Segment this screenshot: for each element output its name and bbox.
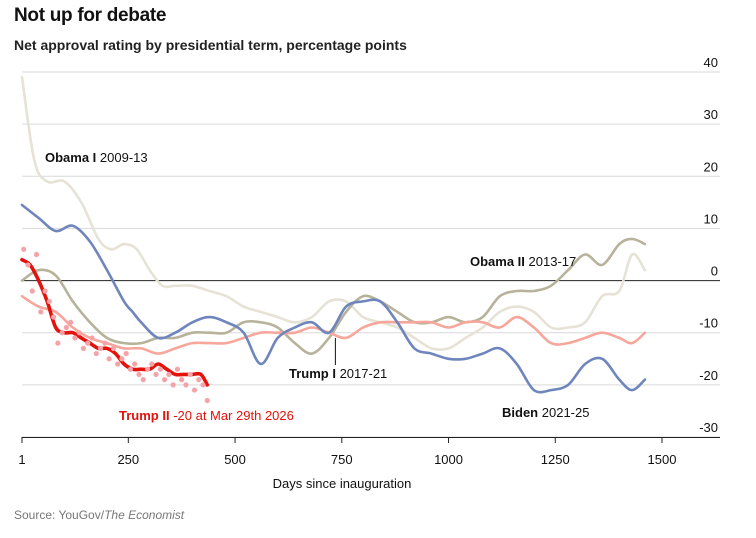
y-axis: 40 30 20 10 0 -10 -20 -30 xyxy=(699,55,718,435)
trump2-poll-dot xyxy=(166,371,172,378)
label-trump1: Trump I 2017-21 xyxy=(289,366,387,381)
label-trump1-years: 2017-21 xyxy=(340,366,388,381)
trump2-poll-dot xyxy=(50,314,57,320)
label-trump2-value: -20 at Mar 29th 2026 xyxy=(173,408,294,423)
trump2-poll-dot xyxy=(187,371,193,378)
trump2-poll-dot xyxy=(29,288,35,294)
chart-title: Not up for debate xyxy=(14,5,167,26)
trump2-poll-dot xyxy=(55,340,61,346)
trump2-poll-dot xyxy=(38,309,44,315)
trump2-poll-dot xyxy=(127,366,134,372)
series-line-obama1 xyxy=(20,75,647,351)
label-obama2-name: Obama II xyxy=(470,254,525,269)
trump2-poll-dot xyxy=(119,356,125,362)
trump2-poll-dot xyxy=(89,335,95,341)
series-layer xyxy=(20,75,647,394)
trump2-poll-dots xyxy=(21,246,210,404)
trump2-poll-dot xyxy=(115,361,121,367)
label-obama1: Obama I 2009-13 xyxy=(45,150,148,165)
label-biden-years: 2021-25 xyxy=(542,405,590,420)
x-tick-label: 750 xyxy=(331,452,353,467)
trump2-poll-dot xyxy=(174,366,181,372)
trump2-poll-dot xyxy=(68,319,74,325)
trump2-poll-dot xyxy=(204,397,210,404)
y-tick-label: -30 xyxy=(699,420,718,435)
source-prefix: Source: YouGov/ xyxy=(14,508,105,522)
series-line-obama2 xyxy=(20,237,647,355)
y-tick-label: -10 xyxy=(699,316,718,331)
label-obama1-name: Obama I xyxy=(45,150,96,165)
series-line-trump1 xyxy=(20,294,647,355)
x-tick-label: 1 xyxy=(18,452,25,467)
trump2-poll-dot xyxy=(153,371,159,378)
trump2-poll-dot xyxy=(93,350,99,357)
trump2-poll-dot xyxy=(85,340,91,346)
label-obama2-years: 2013-17 xyxy=(529,254,577,269)
trump2-poll-dot xyxy=(72,335,78,341)
trump2-poll-dot xyxy=(42,288,48,294)
trump2-poll-dot xyxy=(196,377,202,383)
trump2-poll-dot xyxy=(106,356,112,362)
series-line-biden xyxy=(20,203,647,394)
y-tick-label: 40 xyxy=(704,55,718,70)
y-tick-label: 30 xyxy=(704,107,718,122)
label-trump2-name: Trump II xyxy=(119,408,170,423)
trump2-poll-dot xyxy=(170,382,176,388)
trump2-poll-dot xyxy=(46,298,52,305)
x-tick-label: 1250 xyxy=(541,452,570,467)
grid-lines xyxy=(22,71,720,438)
trump2-poll-dot xyxy=(132,361,138,367)
trump2-poll-dot xyxy=(110,345,116,351)
trump2-poll-dot xyxy=(63,324,70,331)
y-tick-label: 10 xyxy=(704,211,718,226)
trump2-poll-dot xyxy=(33,251,40,258)
trump2-poll-dot xyxy=(144,366,151,372)
trump2-poll-dot xyxy=(80,345,87,351)
series-labels: Obama I 2009-13 Obama II 2013-17 Trump I… xyxy=(45,150,589,423)
trump2-poll-dot xyxy=(59,330,65,336)
trump2-poll-dot xyxy=(191,387,198,393)
trump2-poll-dot xyxy=(21,246,27,252)
trump2-poll-dot xyxy=(157,366,163,372)
y-tick-label: -20 xyxy=(699,368,718,383)
x-axis-label: Days since inauguration xyxy=(273,476,412,491)
trump2-poll-dot xyxy=(140,377,146,383)
x-tick-label: 1500 xyxy=(648,452,677,467)
trump2-poll-dot xyxy=(136,371,142,378)
trump2-poll-dot xyxy=(179,377,185,383)
x-tick-label: 500 xyxy=(224,452,246,467)
x-tick-label: 250 xyxy=(117,452,139,467)
y-tick-label: 20 xyxy=(704,159,718,174)
trump2-poll-dot xyxy=(25,262,31,268)
x-axis: 1 250 500 750 1000 1250 1500 xyxy=(18,437,720,467)
label-trump2: Trump II -20 at Mar 29th 2026 xyxy=(119,408,294,423)
trump2-poll-dot xyxy=(123,350,129,357)
chart-subtitle: Net approval rating by presidential term… xyxy=(14,37,407,53)
trump2-poll-dot xyxy=(183,382,189,388)
trump2-poll-dot xyxy=(76,330,82,336)
source-note: Source: YouGov/The Economist xyxy=(14,508,184,522)
label-biden: Biden 2021-25 xyxy=(502,405,589,420)
source-publication: The Economist xyxy=(104,508,185,522)
x-tick-label: 1000 xyxy=(434,452,463,467)
label-biden-name: Biden xyxy=(502,405,538,420)
trump2-poll-dot xyxy=(162,377,168,383)
label-trump1-name: Trump I xyxy=(289,366,336,381)
label-obama2: Obama II 2013-17 xyxy=(470,254,576,269)
y-tick-label: 0 xyxy=(711,264,718,279)
trump2-poll-dot xyxy=(97,345,104,351)
trump2-poll-dot xyxy=(200,382,206,388)
series-line-trump2 xyxy=(20,257,210,387)
trump2-poll-dot xyxy=(149,361,155,367)
label-obama1-years: 2009-13 xyxy=(100,150,148,165)
trump2-poll-dot xyxy=(102,340,108,346)
